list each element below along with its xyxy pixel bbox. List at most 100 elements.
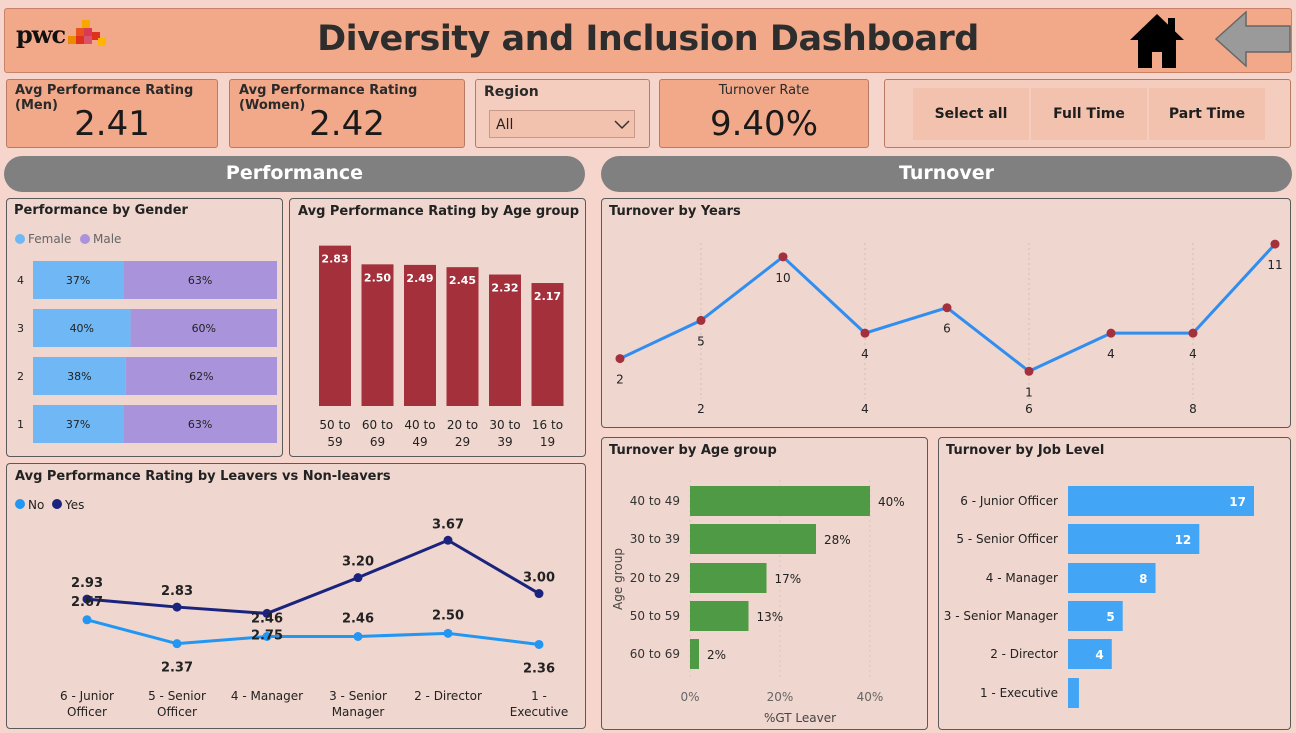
y-tick-label: 20 to 29: [630, 571, 680, 585]
bar: [690, 563, 767, 593]
region-slicer: Region All: [475, 79, 650, 148]
y-tick-label: 50 to 59: [630, 609, 680, 623]
kpi-women-value: 2.42: [309, 104, 385, 144]
panel-perf-gender: Performance by Gender Female Male 4 37% 63…: [6, 198, 283, 457]
home-icon[interactable]: [1128, 12, 1186, 70]
data-label: 2: [616, 373, 624, 387]
select-all-button[interactable]: Select all: [913, 88, 1029, 140]
data-label-no: 2.46: [251, 612, 283, 627]
x-tick-label: 4 - Manager: [231, 689, 303, 703]
x-tick-label: 69: [370, 435, 385, 449]
data-point-yes: [82, 594, 92, 604]
logo-mark-icon: [68, 20, 106, 46]
x-tick-label: Manager: [332, 705, 385, 719]
bar: [690, 639, 699, 669]
y-tick-label: 40 to 49: [630, 494, 680, 508]
bar-male: [123, 261, 277, 299]
data-label-yes: 3.20: [342, 555, 374, 570]
bar-female: [33, 357, 126, 395]
kpi-turnover-card: Turnover Rate 9.40%: [659, 79, 869, 148]
pwc-logo: pwc: [16, 16, 116, 56]
data-label-female: 37%: [66, 274, 90, 287]
panel-turnover-job: Turnover by Job Level 6 - Junior Officer…: [938, 437, 1291, 730]
x-tick-label: 30 to: [489, 418, 520, 432]
chart-title: Turnover by Age group: [609, 443, 777, 458]
legend-yes: Yes: [64, 498, 84, 512]
series-line-yes: [86, 538, 540, 615]
x-tick-label: Executive: [510, 705, 568, 719]
data-label: 13%: [757, 610, 784, 624]
bar: [1068, 601, 1123, 631]
data-label: 11: [1267, 258, 1282, 272]
data-label-yes: 3.67: [432, 517, 464, 532]
data-label-female: 38%: [67, 370, 91, 383]
data-label: 4: [1107, 347, 1115, 361]
bar: [361, 264, 394, 406]
data-point: [942, 303, 952, 313]
data-point-no: [534, 639, 544, 649]
data-point-no: [443, 628, 453, 638]
data-label: 5: [1106, 610, 1114, 624]
chart-title: Avg Performance Rating by Age group: [298, 204, 580, 219]
data-label: 6: [943, 322, 951, 336]
x-tick-label: Officer: [67, 705, 107, 719]
employment-type-slicer: Select all Full Time Part Time: [884, 79, 1291, 148]
data-label: 4: [1095, 648, 1103, 662]
part-time-button[interactable]: Part Time: [1149, 88, 1265, 140]
data-point: [1188, 328, 1198, 338]
bar: [690, 486, 870, 516]
kpi-men-label: Avg Performance Rating (Men): [15, 83, 194, 113]
panel-turnover-age: Turnover by Age group Age group %GT Leav…: [601, 437, 928, 730]
data-label: 28%: [824, 533, 851, 547]
data-point: [778, 252, 788, 262]
chart-turnover-age: Age group %GT Leaver 0% 20% 40% 40 to 49 40%…: [611, 480, 905, 725]
legend-female-dot: [15, 234, 25, 244]
chart-title: Avg Performance Rating by Leavers vs Non…: [15, 469, 391, 484]
bar: [1068, 524, 1200, 554]
data-label: 2.83: [321, 253, 348, 266]
legend-no-dot: [15, 499, 25, 509]
data-label: 17: [1229, 495, 1246, 509]
y-tick-label: 3 - Senior Manager: [944, 609, 1058, 623]
x-tick-label: 59: [327, 435, 342, 449]
data-label-no: 2.36: [523, 661, 555, 676]
data-point-no: [353, 632, 363, 641]
data-point: [615, 354, 625, 364]
x-tick-label: 2 - Director: [414, 689, 482, 703]
data-label: 2.32: [491, 282, 518, 295]
y-tick-label: 1: [17, 418, 24, 431]
bar-male: [130, 309, 277, 347]
x-tick-label: 60 to: [362, 418, 393, 432]
data-label-female: 40%: [70, 322, 94, 335]
region-dropdown[interactable]: All: [489, 110, 635, 138]
x-tick-label: 16 to: [532, 418, 563, 432]
data-point: [696, 315, 706, 325]
data-label-yes: 2.83: [161, 584, 193, 599]
back-arrow-icon[interactable]: [1214, 8, 1292, 70]
chart-turnover-job: 6 - Junior Officer 17 5 - Senior Officer 12…: [944, 486, 1254, 708]
data-label-yes: 2.93: [71, 576, 103, 591]
kpi-women-label: Avg Performance Rating (Women): [239, 83, 418, 113]
data-label: 5: [697, 334, 705, 348]
data-point-yes: [534, 589, 544, 599]
bar-female: [33, 261, 124, 299]
panel-perf-age: Avg Performance Rating by Age group 2.83…: [289, 198, 586, 457]
data-label-no: 2.37: [161, 661, 193, 676]
data-point-yes: [172, 602, 182, 612]
x-tick-label: 6 - Junior: [60, 689, 114, 703]
full-time-button[interactable]: Full Time: [1031, 88, 1147, 140]
data-label-male: 60%: [192, 322, 216, 335]
x-tick-label: 29: [455, 435, 470, 449]
kpi-turnover-label: Turnover Rate: [718, 83, 810, 98]
bar-male: [125, 357, 277, 395]
legend-no: No: [28, 498, 44, 512]
x-tick-label: 3 - Senior: [329, 689, 387, 703]
x-tick-label: 0%: [680, 690, 699, 704]
data-label: 4: [861, 347, 869, 361]
chart-title: Turnover by Job Level: [946, 443, 1105, 458]
bar: [690, 601, 749, 631]
chart-perf-leavers: No Yes 2.67 2.37 2.46 2.46 2.50 2.36 2.93 2.83 2…: [15, 498, 568, 719]
y-tick-label: 4 - Manager: [986, 571, 1058, 585]
panel-turnover-years: Turnover by Years 2 5 10 4 6 1 4 4 11 2 4 6 8: [601, 198, 1291, 428]
data-label-male: 62%: [189, 370, 213, 383]
